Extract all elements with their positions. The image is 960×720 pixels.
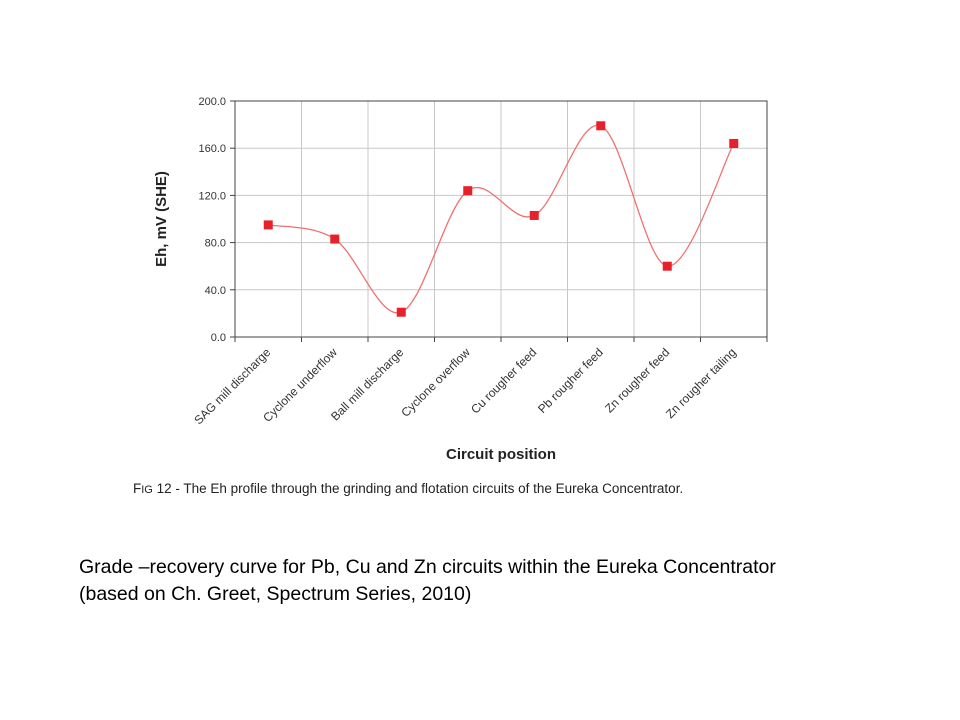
x-tick-label: Zn rougher feed <box>602 345 672 415</box>
data-point <box>662 261 672 271</box>
x-tick-label: Cyclone overflow <box>398 345 473 420</box>
y-tick-label: 0.0 <box>211 332 226 344</box>
data-point <box>596 121 606 131</box>
caption-prefix-small: IG <box>141 484 153 496</box>
caption-prefix: F <box>133 481 142 496</box>
y-tick-label: 80.0 <box>205 238 226 250</box>
x-tick-label: Cu rougher feed <box>468 345 539 416</box>
y-tick-label: 160.0 <box>198 143 226 155</box>
slide-text-line-1: Grade –recovery curve for Pb, Cu and Zn … <box>79 556 776 578</box>
x-tick-label: Zn rougher tailing <box>663 345 739 421</box>
caption-text: 12 - The Eh profile through the grinding… <box>152 481 684 496</box>
slide-body-text: Grade –recovery curve for Pb, Cu and Zn … <box>79 554 939 608</box>
data-point <box>529 210 539 220</box>
y-tick-label: 120.0 <box>198 190 226 202</box>
x-tick-label: Pb rougher feed <box>535 345 606 416</box>
data-point <box>263 220 273 230</box>
data-point <box>729 138 739 148</box>
data-point <box>463 186 473 196</box>
y-tick-label: 200.0 <box>198 96 226 108</box>
y-tick-label: 40.0 <box>205 285 226 297</box>
chart-grid <box>235 100 767 337</box>
data-point <box>330 234 340 244</box>
figure-caption: FIG 12 - The Eh profile through the grin… <box>133 481 683 496</box>
chart-series <box>263 121 739 317</box>
slide-text-line-2: (based on Ch. Greet, Spectrum Series, 20… <box>79 583 472 605</box>
x-axis-title: Circuit position <box>446 446 556 463</box>
data-point <box>396 307 406 317</box>
x-tick-label: Ball mill discharge <box>328 345 407 424</box>
y-axis-title: Eh, mV (SHE) <box>153 171 170 267</box>
